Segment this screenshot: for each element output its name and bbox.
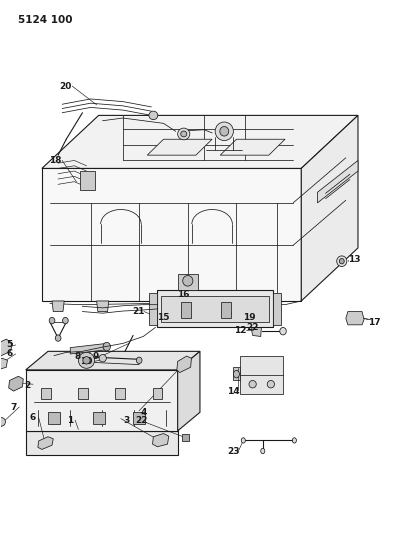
Polygon shape — [26, 431, 177, 455]
Polygon shape — [182, 433, 189, 441]
Polygon shape — [157, 290, 273, 327]
Text: 5: 5 — [7, 341, 13, 350]
Polygon shape — [97, 301, 109, 312]
Text: 6: 6 — [30, 413, 36, 422]
Polygon shape — [153, 389, 162, 399]
Text: 13: 13 — [348, 255, 360, 264]
Text: 3: 3 — [123, 416, 129, 425]
Text: 1: 1 — [67, 416, 73, 425]
Polygon shape — [220, 139, 285, 155]
Polygon shape — [115, 389, 125, 399]
Text: 17: 17 — [368, 318, 381, 327]
Polygon shape — [222, 302, 231, 318]
Polygon shape — [218, 301, 231, 312]
Text: 12: 12 — [234, 326, 247, 335]
Polygon shape — [301, 115, 358, 301]
Ellipse shape — [249, 381, 256, 388]
Polygon shape — [259, 301, 271, 312]
Ellipse shape — [293, 438, 296, 443]
Ellipse shape — [183, 276, 193, 286]
Polygon shape — [52, 301, 64, 312]
Text: 6: 6 — [7, 350, 13, 359]
Text: 9: 9 — [92, 352, 99, 361]
Text: 10: 10 — [80, 358, 93, 367]
Text: 11: 11 — [220, 307, 233, 316]
Ellipse shape — [78, 352, 95, 368]
Polygon shape — [0, 358, 7, 370]
Ellipse shape — [280, 327, 286, 335]
Polygon shape — [9, 376, 23, 391]
Polygon shape — [181, 302, 191, 318]
Polygon shape — [177, 356, 191, 373]
Ellipse shape — [241, 438, 245, 443]
Polygon shape — [93, 413, 105, 424]
Polygon shape — [38, 437, 53, 449]
Polygon shape — [346, 312, 364, 325]
Polygon shape — [317, 160, 358, 203]
Polygon shape — [42, 115, 358, 168]
Ellipse shape — [337, 256, 347, 266]
Polygon shape — [42, 168, 301, 301]
Ellipse shape — [55, 335, 61, 341]
Polygon shape — [70, 343, 107, 354]
Ellipse shape — [136, 357, 142, 364]
Text: 21: 21 — [132, 307, 144, 316]
Text: 19: 19 — [243, 313, 256, 322]
Polygon shape — [252, 321, 262, 336]
Polygon shape — [0, 339, 13, 357]
Polygon shape — [273, 293, 281, 325]
Ellipse shape — [49, 317, 55, 324]
Text: 22: 22 — [135, 416, 147, 425]
Polygon shape — [48, 413, 60, 424]
Text: 18: 18 — [49, 156, 61, 165]
Polygon shape — [133, 413, 145, 424]
Text: 4: 4 — [141, 408, 147, 417]
Text: 5124 100: 5124 100 — [18, 14, 72, 25]
Ellipse shape — [215, 122, 233, 141]
Ellipse shape — [339, 259, 344, 264]
Text: 23: 23 — [227, 447, 239, 456]
Polygon shape — [162, 296, 269, 322]
Text: 16: 16 — [177, 289, 190, 298]
Ellipse shape — [261, 448, 265, 454]
Text: 22: 22 — [246, 323, 259, 332]
Polygon shape — [153, 433, 169, 447]
Ellipse shape — [103, 342, 111, 351]
Ellipse shape — [83, 357, 90, 364]
Ellipse shape — [267, 381, 275, 388]
Text: 2: 2 — [24, 381, 31, 390]
Ellipse shape — [149, 111, 158, 119]
Polygon shape — [177, 274, 198, 290]
Ellipse shape — [0, 418, 5, 426]
Ellipse shape — [181, 131, 187, 137]
Ellipse shape — [177, 128, 190, 140]
Text: 7: 7 — [10, 402, 17, 411]
Text: 14: 14 — [227, 386, 239, 395]
Polygon shape — [80, 171, 95, 190]
Text: 15: 15 — [157, 313, 170, 322]
Text: 20: 20 — [59, 82, 71, 91]
Polygon shape — [233, 367, 240, 381]
Polygon shape — [147, 139, 212, 155]
Bar — [240, 356, 283, 394]
Polygon shape — [78, 389, 88, 399]
Text: 8: 8 — [74, 352, 81, 361]
Polygon shape — [41, 389, 51, 399]
Polygon shape — [149, 293, 157, 325]
Ellipse shape — [220, 126, 229, 136]
Polygon shape — [26, 351, 200, 370]
Ellipse shape — [62, 317, 68, 324]
Ellipse shape — [99, 354, 106, 362]
Ellipse shape — [233, 370, 239, 378]
Polygon shape — [26, 370, 177, 431]
Polygon shape — [177, 351, 200, 431]
